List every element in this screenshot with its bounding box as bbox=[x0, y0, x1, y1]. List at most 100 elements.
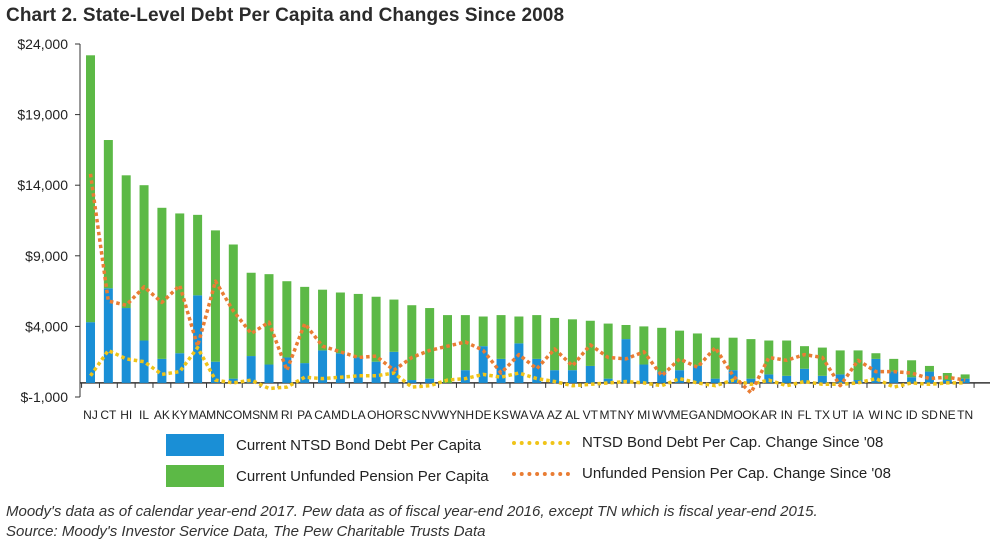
bar-pension bbox=[121, 175, 131, 309]
bar-pension bbox=[353, 293, 363, 358]
bar-pension bbox=[371, 296, 381, 362]
legend-bond-change: NTSD Bond Debt Per Cap. Change Since '08 bbox=[512, 434, 883, 451]
bar-bond bbox=[103, 288, 113, 383]
legend-pension: Current Unfunded Pension Per Capita bbox=[166, 465, 489, 487]
y-tick-label: $-1,000 bbox=[21, 389, 69, 405]
legend-bond-label: Current NTSD Bond Debt Per Capita bbox=[236, 436, 482, 454]
x-tick-label: LA bbox=[351, 408, 366, 422]
bar-pension bbox=[746, 339, 756, 379]
bar-bond bbox=[282, 357, 292, 383]
x-tick-label: NH bbox=[457, 408, 474, 422]
bar-pension bbox=[532, 315, 542, 359]
bar-bond bbox=[407, 380, 417, 383]
bar-pension bbox=[639, 326, 649, 365]
bar-pension bbox=[86, 55, 95, 323]
bar-pension bbox=[871, 353, 881, 359]
bar-bond bbox=[121, 308, 131, 383]
bar-pension bbox=[246, 272, 256, 357]
bar-bond bbox=[300, 363, 310, 383]
y-tick-label: $9,000 bbox=[25, 248, 68, 264]
x-tick-label: WA bbox=[509, 408, 528, 422]
x-tick-label: MO bbox=[723, 408, 742, 422]
bar-bond bbox=[924, 371, 934, 383]
bar-bond bbox=[639, 364, 649, 383]
bar-bond bbox=[264, 364, 274, 383]
bar-bond bbox=[353, 357, 363, 383]
bar-pension bbox=[817, 347, 827, 376]
legend-pension-change-swatch bbox=[512, 471, 570, 476]
bar-pension bbox=[603, 323, 613, 379]
bar-pension bbox=[335, 292, 345, 354]
x-tick-label: NV bbox=[421, 408, 438, 422]
bar-bond bbox=[210, 361, 220, 383]
x-tick-label: ME bbox=[671, 408, 689, 422]
bar-bond bbox=[817, 375, 827, 383]
bar-pension bbox=[139, 185, 149, 341]
bar-bond bbox=[675, 370, 685, 383]
x-tick-label: AL bbox=[565, 408, 580, 422]
bar-pension bbox=[210, 230, 220, 362]
y-tick-label: $4,000 bbox=[25, 318, 68, 334]
bar-bond bbox=[478, 346, 488, 383]
y-tick-label: $24,000 bbox=[17, 36, 68, 52]
x-tick-label: MI bbox=[637, 408, 650, 422]
chart-title: Chart 2. State-Level Debt Per Capita and… bbox=[6, 5, 565, 26]
bar-pension bbox=[889, 358, 899, 372]
x-tick-label: DE bbox=[475, 408, 492, 422]
line-pension-change bbox=[88, 173, 966, 395]
bar-pension bbox=[478, 316, 488, 347]
x-tick-label: ND bbox=[707, 408, 725, 422]
bar-pension bbox=[924, 365, 934, 372]
bar-bond bbox=[425, 378, 435, 383]
legend-bond-change-label: NTSD Bond Debt Per Cap. Change Since '08 bbox=[582, 434, 884, 451]
bar-bond bbox=[389, 351, 399, 383]
bar-bond bbox=[228, 378, 238, 383]
bar-pension bbox=[853, 350, 863, 381]
bar-bond bbox=[746, 378, 756, 383]
x-tick-label: GA bbox=[689, 408, 706, 422]
x-tick-label: OH bbox=[367, 408, 385, 422]
legend-pension-label: Current Unfunded Pension Per Capita bbox=[236, 467, 489, 485]
bar-bond bbox=[585, 365, 595, 383]
bar-bond bbox=[86, 322, 95, 383]
x-tick-label: VT bbox=[583, 408, 599, 422]
x-tick-label: NJ bbox=[83, 408, 98, 422]
bar-bond bbox=[907, 377, 917, 383]
bar-pension bbox=[960, 374, 970, 379]
x-tick-label: VA bbox=[529, 408, 544, 422]
x-tick-label: TN bbox=[957, 408, 973, 422]
bar-pension bbox=[710, 337, 720, 379]
bar-pension bbox=[193, 214, 203, 296]
x-tick-label: SD bbox=[921, 408, 938, 422]
legend-bond: Current NTSD Bond Debt Per Capita bbox=[166, 434, 481, 456]
bar-pension bbox=[567, 319, 577, 371]
bar-pension bbox=[389, 299, 399, 352]
bar-bond bbox=[335, 353, 345, 383]
bar-pension bbox=[282, 281, 292, 358]
y-tick-label: $14,000 bbox=[17, 177, 68, 193]
bar-bond bbox=[782, 375, 792, 383]
legend-pension-swatch bbox=[166, 465, 224, 487]
x-tick-label: KS bbox=[493, 408, 509, 422]
bar-pension bbox=[103, 140, 113, 289]
bar-bond bbox=[728, 370, 738, 383]
bar-pension bbox=[175, 213, 185, 354]
bar-bond bbox=[550, 370, 560, 383]
x-tick-label: AR bbox=[760, 408, 777, 422]
x-tick-label: SC bbox=[403, 408, 420, 422]
bar-pension bbox=[621, 324, 631, 340]
bar-pension bbox=[425, 308, 435, 379]
bar-bond bbox=[157, 358, 167, 383]
bar-bond bbox=[139, 340, 149, 383]
bar-bond bbox=[889, 371, 899, 383]
source-note: Source: Moody's Investor Service Data, T… bbox=[6, 523, 486, 540]
bar-bond bbox=[710, 378, 720, 383]
x-tick-label: MD bbox=[331, 408, 350, 422]
x-tick-label: ID bbox=[906, 408, 918, 422]
x-tick-label: FL bbox=[797, 408, 811, 422]
x-tick-label: IL bbox=[139, 408, 149, 422]
x-tick-label: IN bbox=[781, 408, 793, 422]
x-tick-label: NM bbox=[260, 408, 279, 422]
legend-bond-change-swatch bbox=[512, 440, 570, 445]
